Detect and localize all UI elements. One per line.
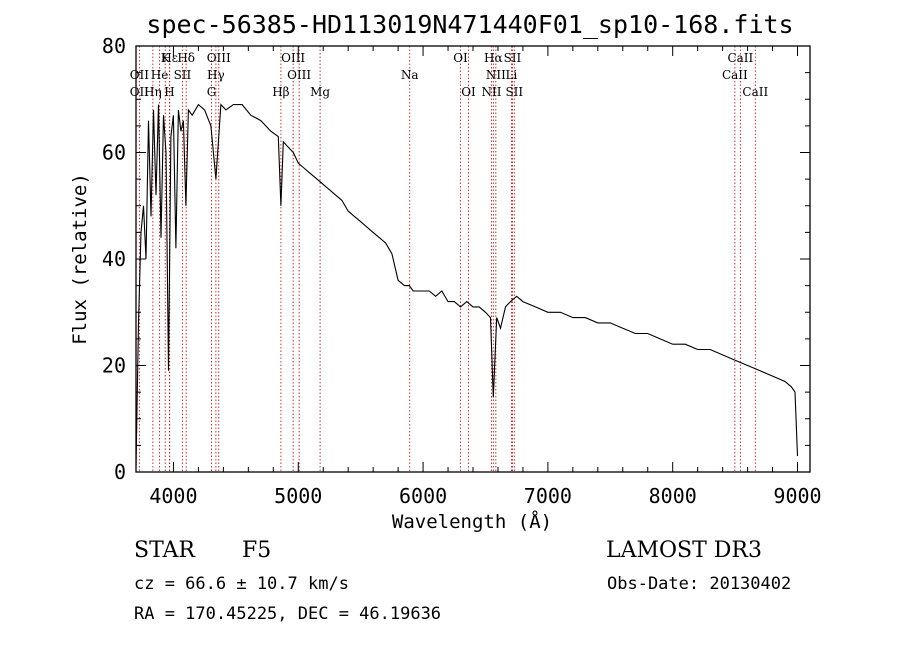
line-markers (138, 46, 756, 472)
ra-dec: RA = 170.45225, DEC = 46.19636 (134, 604, 442, 624)
x-tick-label: 7000 (524, 484, 572, 508)
line-marker-label: OIII (287, 68, 311, 82)
line-marker-label: Na (401, 68, 419, 82)
line-marker-label: H (164, 85, 174, 99)
plot-frame (135, 45, 811, 473)
line-marker-label: OIII (207, 51, 231, 65)
y-tick-label: 60 (102, 141, 126, 165)
line-marker-label: CaII (742, 85, 768, 99)
x-tick-label: 8000 (649, 484, 697, 508)
line-marker-label: Li (506, 68, 518, 82)
object-class: STAR (134, 538, 195, 563)
x-tick-label: 9000 (773, 484, 821, 508)
y-tick-label: 20 (102, 354, 126, 378)
survey-name: LAMOST DR3 (606, 538, 762, 563)
line-marker-label: OII (130, 68, 150, 82)
x-tick-label: 4000 (149, 484, 197, 508)
line-marker-label: G (207, 85, 217, 99)
y-tick-label: 40 (102, 247, 126, 271)
line-marker-label: Hγ (207, 68, 225, 82)
line-marker-label: CaII (722, 68, 748, 82)
observation-date: Obs-Date: 20130402 (607, 574, 792, 594)
line-marker-label: SII (174, 68, 192, 82)
spectrum-line (135, 103, 799, 467)
line-marker-label: Hβ (272, 85, 289, 99)
line-marker-label: CaII (727, 51, 753, 65)
line-marker-label: OIII (281, 51, 305, 65)
line-marker-label: He (151, 68, 169, 82)
line-marker-label: NII (481, 85, 501, 99)
line-marker-label: SII (504, 51, 522, 65)
x-tick-label: 5000 (274, 484, 322, 508)
redshift-cz: cz = 66.6 ± 10.7 km/s (134, 574, 349, 594)
object-subclass: F5 (242, 538, 272, 563)
y-tick-label: 80 (102, 34, 126, 58)
line-marker-label: OI (453, 51, 468, 65)
y-axis-label: Flux (relative) (69, 173, 91, 345)
line-marker-label: Hη (144, 85, 162, 99)
x-tick-label: 6000 (399, 484, 447, 508)
line-marker-label: Mg (310, 85, 330, 99)
line-marker-label: K (161, 51, 171, 65)
x-axis-label: Wavelength (Å) (392, 510, 552, 533)
line-marker-label: OI (461, 85, 476, 99)
y-axis-ticks: 0 20 40 60 80 (102, 34, 810, 484)
x-axis-ticks: 4000 5000 6000 7000 8000 9000 (149, 46, 822, 508)
line-marker-label: OII (130, 85, 150, 99)
chart-title: spec-56385-HD113019N471440F01_sp10-168.f… (146, 10, 793, 39)
line-marker-label: SII (505, 85, 523, 99)
y-tick-label: 0 (114, 460, 126, 484)
line-marker-label: NII (486, 68, 506, 82)
line-marker-label: Hα (484, 51, 503, 65)
line-marker-label: Hδ (177, 51, 195, 65)
